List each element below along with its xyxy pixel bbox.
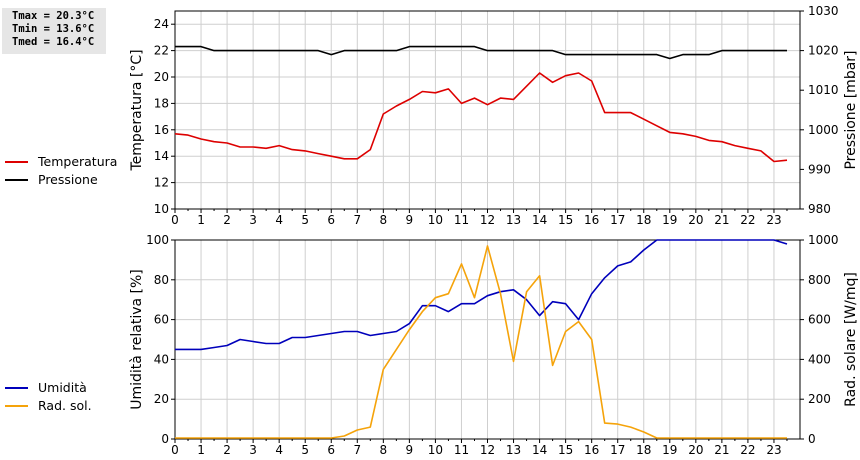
x-tick-label: 15 — [558, 443, 573, 457]
stat-tmax: Tmax = 20.3°C — [12, 10, 95, 22]
x-tick-label: 0 — [171, 443, 179, 457]
x-tick-label: 4 — [275, 213, 283, 227]
y-tick-label: 60 — [154, 313, 169, 327]
x-tick-label: 10 — [428, 213, 443, 227]
x-tick-label: 3 — [249, 213, 257, 227]
stat-tmin: Tmin = 13.6°C — [12, 23, 95, 35]
x-tick-label: 19 — [662, 213, 677, 227]
y-tick-label: 18 — [154, 96, 169, 110]
y-tick-label: 14 — [154, 149, 169, 163]
x-tick-label: 21 — [714, 213, 729, 227]
x-tick-label: 19 — [662, 443, 677, 457]
x-tick-label: 4 — [275, 443, 283, 457]
y-axis-label: Temperatura [°C] — [129, 49, 145, 171]
x-tick-label: 3 — [249, 443, 257, 457]
y2-axis-label: Pressione [mbar] — [843, 50, 859, 169]
x-tick-label: 9 — [406, 213, 414, 227]
plot-frame — [174, 239, 801, 440]
y2-tick-label: 1030 — [808, 4, 839, 18]
x-tick-label: 23 — [766, 443, 781, 457]
x-tick-label: 18 — [636, 443, 651, 457]
x-tick-label: 7 — [353, 213, 361, 227]
y-tick-label: 80 — [154, 273, 169, 287]
x-tick-label: 9 — [406, 443, 414, 457]
y-axis-label: Umidità relativa [%] — [129, 269, 145, 410]
x-tick-label: 10 — [428, 443, 443, 457]
x-tick-label: 14 — [532, 443, 547, 457]
y-tick-label: 12 — [154, 176, 169, 190]
x-tick-label: 8 — [380, 213, 388, 227]
x-tick-label: 22 — [740, 443, 755, 457]
x-tick-label: 12 — [480, 213, 495, 227]
x-tick-label: 16 — [584, 213, 599, 227]
y-tick-label: 20 — [154, 70, 169, 84]
y-tick-label: 24 — [154, 17, 169, 31]
x-tick-label: 1 — [197, 443, 205, 457]
y2-tick-label: 980 — [808, 202, 831, 216]
x-tick-label: 23 — [766, 213, 781, 227]
y2-tick-label: 990 — [808, 162, 831, 176]
y-tick-label: 16 — [154, 123, 169, 137]
legend-label: Umidità — [38, 380, 87, 395]
y2-tick-label: 200 — [808, 392, 831, 406]
x-tick-label: 13 — [506, 443, 521, 457]
y2-axis-label: Rad. solare [W/mq] — [843, 272, 859, 407]
x-tick-label: 17 — [610, 443, 625, 457]
x-tick-label: 12 — [480, 443, 495, 457]
y2-tick-label: 1020 — [808, 44, 839, 58]
y-tick-label: 100 — [146, 233, 169, 247]
y2-tick-label: 1000 — [808, 123, 839, 137]
series-line-rad-sol- — [175, 245, 787, 439]
x-tick-label: 17 — [610, 213, 625, 227]
x-tick-label: 13 — [506, 213, 521, 227]
x-tick-label: 20 — [688, 443, 703, 457]
x-tick-label: 7 — [353, 443, 361, 457]
y2-tick-label: 0 — [808, 432, 816, 446]
x-tick-label: 2 — [223, 443, 231, 457]
series-line-pressione — [175, 45, 787, 60]
x-tick-label: 11 — [454, 213, 469, 227]
x-tick-label: 8 — [380, 443, 388, 457]
x-tick-label: 11 — [454, 443, 469, 457]
x-tick-label: 16 — [584, 443, 599, 457]
x-tick-label: 0 — [171, 213, 179, 227]
y2-tick-label: 400 — [808, 352, 831, 366]
x-tick-label: 2 — [223, 213, 231, 227]
x-tick-label: 22 — [740, 213, 755, 227]
x-tick-label: 1 — [197, 213, 205, 227]
x-tick-label: 15 — [558, 213, 573, 227]
x-tick-label: 6 — [327, 443, 335, 457]
y-tick-label: 40 — [154, 352, 169, 366]
legend-label: Pressione — [38, 172, 98, 187]
y-tick-label: 20 — [154, 392, 169, 406]
y2-tick-label: 1010 — [808, 83, 839, 97]
series-line-umidit- — [175, 239, 788, 351]
x-tick-label: 14 — [532, 213, 547, 227]
y-tick-label: 10 — [154, 202, 169, 216]
y2-tick-label: 800 — [808, 273, 831, 287]
stats-box: Tmax = 20.3°C Tmin = 13.6°C Tmed = 16.4°… — [2, 8, 106, 54]
y-tick-label: 22 — [154, 44, 169, 58]
x-tick-label: 20 — [688, 213, 703, 227]
plot-frame — [174, 10, 801, 210]
legend-label: Temperatura — [37, 154, 117, 169]
y-tick-label: 0 — [161, 432, 169, 446]
y2-tick-label: 600 — [808, 313, 831, 327]
x-tick-label: 21 — [714, 443, 729, 457]
x-tick-label: 5 — [301, 443, 309, 457]
x-tick-label: 18 — [636, 213, 651, 227]
legend-label: Rad. sol. — [38, 398, 92, 413]
series-line-temperatura — [174, 72, 788, 163]
stat-tmed: Tmed = 16.4°C — [12, 36, 95, 48]
x-tick-label: 6 — [327, 213, 335, 227]
y2-tick-label: 1000 — [808, 233, 839, 247]
x-tick-label: 5 — [301, 213, 309, 227]
